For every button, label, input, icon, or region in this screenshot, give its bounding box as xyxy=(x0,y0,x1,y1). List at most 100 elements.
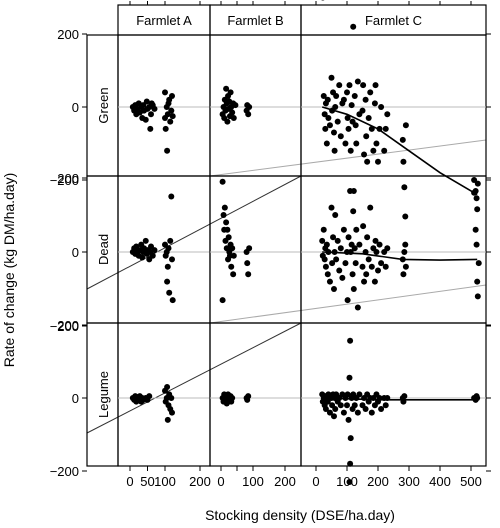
data-point xyxy=(345,125,352,132)
data-point xyxy=(244,260,251,267)
data-point xyxy=(384,111,391,118)
data-point xyxy=(471,177,478,183)
data-point xyxy=(224,118,231,125)
panel-grid: Green Dead Legume xyxy=(86,0,487,485)
data-point xyxy=(164,263,171,270)
data-point xyxy=(368,409,375,416)
data-point xyxy=(167,118,174,125)
data-point xyxy=(350,208,357,215)
data-point xyxy=(151,247,158,254)
column-strips: Farmlet A Farmlet B Farmlet C xyxy=(117,4,487,36)
data-point xyxy=(167,237,174,244)
data-point xyxy=(372,82,379,89)
data-point xyxy=(332,104,339,110)
x-tick-label: 200 xyxy=(274,474,296,489)
data-point xyxy=(246,104,253,110)
data-point xyxy=(349,271,356,278)
data-point xyxy=(350,286,357,292)
data-point xyxy=(382,125,389,132)
data-point xyxy=(352,122,359,129)
data-point xyxy=(245,393,252,400)
diagonal-guide-line xyxy=(86,322,302,434)
data-point xyxy=(330,234,337,241)
data-point xyxy=(164,147,171,154)
panel-points xyxy=(319,391,481,485)
data-point xyxy=(229,245,236,252)
data-point xyxy=(326,409,333,416)
data-point xyxy=(165,245,172,252)
data-point xyxy=(378,405,385,412)
data-point xyxy=(322,405,329,412)
data-point xyxy=(347,147,354,154)
data-point xyxy=(353,140,360,147)
data-point xyxy=(351,93,358,100)
data-point xyxy=(376,241,383,248)
data-point xyxy=(359,263,366,270)
y-axis-label: Rate of change (kg DM/ha.day) xyxy=(1,173,17,368)
data-point xyxy=(151,105,158,112)
data-point xyxy=(328,74,335,81)
data-point xyxy=(344,114,351,121)
y-tick-label: −200 xyxy=(50,464,79,479)
data-point xyxy=(166,289,173,296)
data-point xyxy=(339,274,346,281)
data-point xyxy=(142,237,149,244)
trend-line xyxy=(322,251,478,261)
data-point xyxy=(350,187,357,194)
panel-points xyxy=(219,391,252,407)
data-point xyxy=(354,78,361,85)
data-point xyxy=(340,226,347,233)
y-tick-label: 0 xyxy=(72,391,79,406)
x-tick-label: 100 xyxy=(242,474,264,489)
data-point xyxy=(360,223,367,230)
diagonal-guide-line xyxy=(209,284,487,324)
data-point xyxy=(362,405,369,412)
data-point xyxy=(363,133,370,140)
data-point xyxy=(356,391,363,398)
data-point xyxy=(401,249,408,255)
x-axis-label: Stocking density (DSE/ha.day) xyxy=(205,507,395,523)
data-point xyxy=(399,136,406,143)
data-point xyxy=(229,395,236,401)
data-point xyxy=(324,398,331,405)
data-point xyxy=(344,402,350,409)
data-point xyxy=(336,82,343,89)
data-point xyxy=(147,125,154,132)
data-point xyxy=(364,234,371,241)
diagonal-guide-line xyxy=(86,175,302,290)
data-point xyxy=(333,256,340,263)
data-point xyxy=(149,252,156,259)
y-tick-label: 0 xyxy=(72,245,79,260)
y-tick-label: 200 xyxy=(57,318,79,333)
data-point xyxy=(402,241,409,248)
data-point xyxy=(347,435,354,442)
data-point xyxy=(382,402,389,409)
data-point xyxy=(322,125,329,132)
data-point xyxy=(162,125,169,132)
data-point xyxy=(367,204,374,211)
data-point xyxy=(356,241,363,248)
data-point xyxy=(168,193,175,200)
data-point xyxy=(169,113,176,120)
data-point xyxy=(321,256,328,263)
data-point xyxy=(359,107,366,114)
x-tick-label: 500 xyxy=(460,474,482,489)
data-point xyxy=(326,278,333,285)
data-point xyxy=(230,252,237,259)
data-point xyxy=(324,96,331,103)
panel-frame xyxy=(117,322,211,467)
data-point xyxy=(474,206,481,213)
x-tick-label: 0 xyxy=(312,474,319,489)
data-point xyxy=(354,304,361,311)
panel-points xyxy=(129,89,176,154)
data-point xyxy=(361,151,368,158)
data-point xyxy=(146,393,153,400)
data-point xyxy=(340,96,347,103)
y-tick-label: 200 xyxy=(57,27,79,42)
column-strip-label: Farmlet B xyxy=(227,13,283,28)
diagonal-guide-lines xyxy=(86,139,487,434)
data-point xyxy=(363,271,370,278)
data-point xyxy=(375,267,381,274)
data-point xyxy=(325,114,332,121)
data-point xyxy=(401,393,408,400)
